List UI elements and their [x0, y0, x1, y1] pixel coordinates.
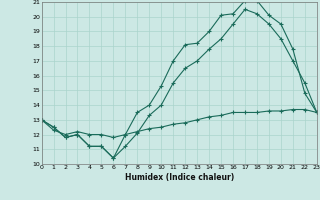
- X-axis label: Humidex (Indice chaleur): Humidex (Indice chaleur): [124, 173, 234, 182]
